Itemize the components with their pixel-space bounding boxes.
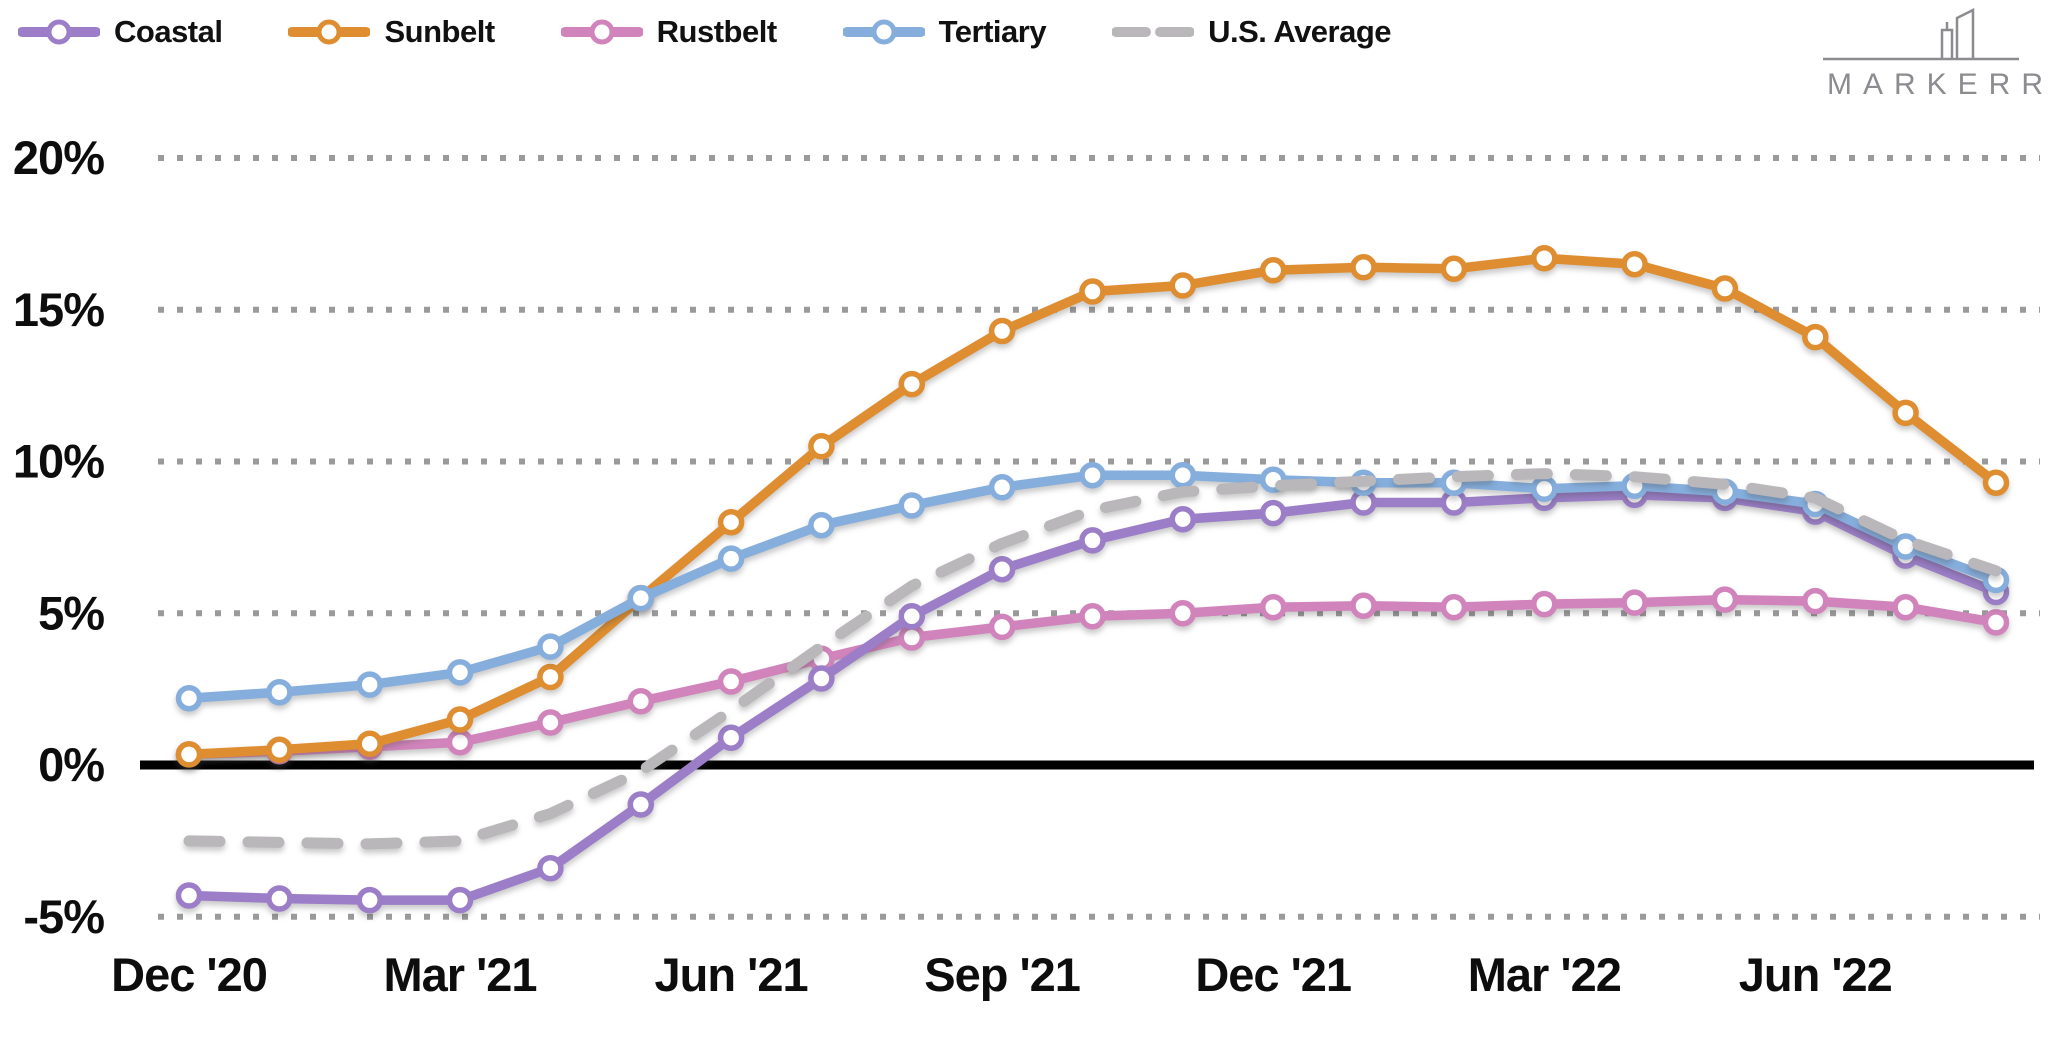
coastal-line-swatch-icon xyxy=(18,19,100,45)
svg-text:0%: 0% xyxy=(38,738,104,791)
svg-text:Dec '20: Dec '20 xyxy=(111,948,267,1001)
svg-text:Jun '22: Jun '22 xyxy=(1739,948,1892,1001)
markerr-wordmark: MARKERR xyxy=(1827,68,2048,101)
svg-text:Mar '22: Mar '22 xyxy=(1468,948,1621,1001)
svg-text:Sep '21: Sep '21 xyxy=(924,948,1080,1001)
legend-label: U.S. Average xyxy=(1208,14,1392,49)
legend-label: Sunbelt xyxy=(384,14,495,49)
legend-item-coastal: Coastal xyxy=(18,14,223,50)
legend-label: Rustbelt xyxy=(656,14,778,49)
chart-legend: Coastal Sunbelt Rustbelt Tertiary U.S. A… xyxy=(18,14,1457,50)
legend-item-sunbelt: Sunbelt xyxy=(288,14,495,50)
svg-text:-5%: -5% xyxy=(23,890,104,943)
svg-text:5%: 5% xyxy=(38,586,104,639)
tertiary-line-swatch-icon xyxy=(842,19,925,45)
svg-text:Mar '21: Mar '21 xyxy=(383,948,536,1001)
legend-item-rustbelt: Rustbelt xyxy=(560,14,778,50)
svg-text:Jun '21: Jun '21 xyxy=(655,948,808,1001)
legend-label: Tertiary xyxy=(938,14,1047,49)
svg-text:10%: 10% xyxy=(13,435,104,488)
svg-text:15%: 15% xyxy=(13,283,104,336)
legend-label: Coastal xyxy=(114,14,223,49)
svg-text:Dec '21: Dec '21 xyxy=(1195,948,1351,1001)
rustbelt-line-swatch-icon xyxy=(560,19,643,45)
sunbelt-line-swatch-icon xyxy=(288,19,371,45)
legend-item-us-average: U.S. Average xyxy=(1112,14,1392,50)
markerr-buildings-icon xyxy=(1823,8,2019,61)
markerr-logo: MARKERR xyxy=(1816,8,2048,102)
legend-item-tertiary: Tertiary xyxy=(842,14,1047,50)
svg-text:20%: 20% xyxy=(13,131,104,184)
us-average-dash-swatch-icon xyxy=(1112,27,1195,37)
